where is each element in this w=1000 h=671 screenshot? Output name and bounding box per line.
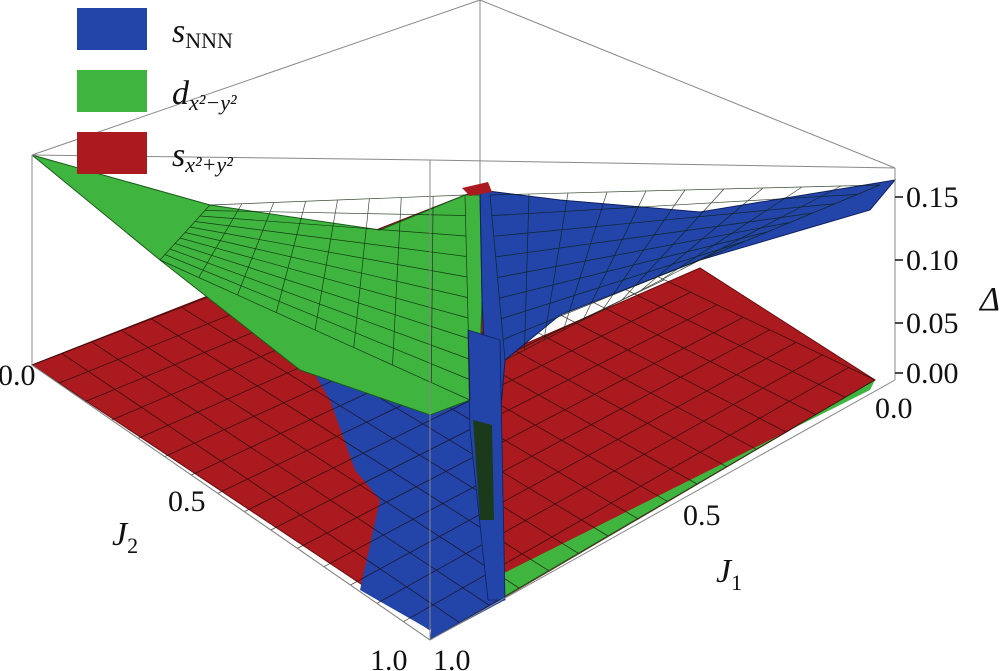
z-tick-marks <box>895 196 903 374</box>
z-axis-label: Δ <box>978 281 1000 318</box>
legend-label-sx2y2: sx²+y² <box>172 137 233 177</box>
legend-swatch-sx2y2 <box>77 132 147 174</box>
x-tick-0: 0.0 <box>875 392 913 425</box>
bounding-box-front <box>31 154 896 641</box>
legend-label-dx2y2: dx²−y² <box>172 75 237 115</box>
floor-grid-line-u14 <box>403 367 849 623</box>
y-tick-2: 1.0 <box>370 644 408 671</box>
green-mesh-line-v1 <box>204 210 466 216</box>
floor-green-stripe <box>490 380 875 600</box>
floor-grid-line-v13 <box>91 341 490 606</box>
y-tick-1: 0.5 <box>168 485 206 518</box>
green-mesh-line-v5 <box>184 232 468 298</box>
floor-grid-line-u12 <box>350 342 797 586</box>
legend: sNNN dx²−y² sx²+y² <box>77 8 237 177</box>
legend-label-snnn: sNNN <box>172 13 233 53</box>
green-mesh-line-v4 <box>189 226 468 278</box>
green-mesh-line-v2 <box>199 215 467 237</box>
surface-green-wing <box>31 154 483 416</box>
green-mesh-line-v9 <box>164 254 470 380</box>
y-tick-0: 0.0 <box>0 359 36 392</box>
blue-mesh-line-v1 <box>491 194 858 216</box>
legend-swatch-snnn <box>77 8 147 50</box>
z-tick-3: 0.15 <box>906 181 959 214</box>
floor-grid-line-u8 <box>244 291 691 513</box>
blue-mesh-line-v8 <box>504 259 701 361</box>
green-mesh-line-v3 <box>194 221 467 257</box>
blue-mesh-line-v0 <box>489 184 881 196</box>
surface-red-patch <box>462 182 492 196</box>
surface-grid <box>159 184 881 401</box>
floor-grid-line-v12 <box>121 330 520 589</box>
axis-ticks: 0.0 0.5 1.0 0.0 0.5 1.0 0.00 0.05 0.10 0… <box>0 181 959 671</box>
floor-grid-line-u11 <box>323 329 770 568</box>
green-mesh-line-v8 <box>169 248 470 360</box>
x-axis-label: J1 <box>716 553 742 595</box>
gap-surface <box>31 154 897 601</box>
floor-grid-line-u10 <box>297 316 744 549</box>
z-tick-0: 0.00 <box>906 357 959 390</box>
x-tick-1: 0.5 <box>683 499 721 532</box>
z-tick-2: 0.10 <box>906 244 959 277</box>
green-mesh-line-v0 <box>209 194 466 206</box>
floor-grid-line-v14 <box>61 353 460 623</box>
surface-dark-funnel <box>473 420 494 520</box>
green-mesh-line-v7 <box>174 243 469 339</box>
blue-mesh-line-v3 <box>495 212 813 258</box>
blue-mesh-line-v4 <box>497 222 791 278</box>
blue-mesh-line-v7 <box>502 250 723 340</box>
blue-mesh-line-v2 <box>493 203 836 237</box>
x-tick-2: 1.0 <box>433 644 471 671</box>
bounding-box-back <box>31 0 896 195</box>
floor-grid-line-v10 <box>181 306 579 554</box>
y-axis-label: J2 <box>112 516 138 558</box>
green-mesh-line-v10 <box>159 259 471 401</box>
legend-swatch-dx2y2 <box>77 70 147 112</box>
blue-mesh-line-v5 <box>499 231 768 299</box>
green-mesh-line-v6 <box>179 237 469 319</box>
floor-grid-line-u13 <box>376 354 823 604</box>
blue-mesh-line-v6 <box>501 240 746 320</box>
z-tick-1: 0.05 <box>906 307 959 340</box>
